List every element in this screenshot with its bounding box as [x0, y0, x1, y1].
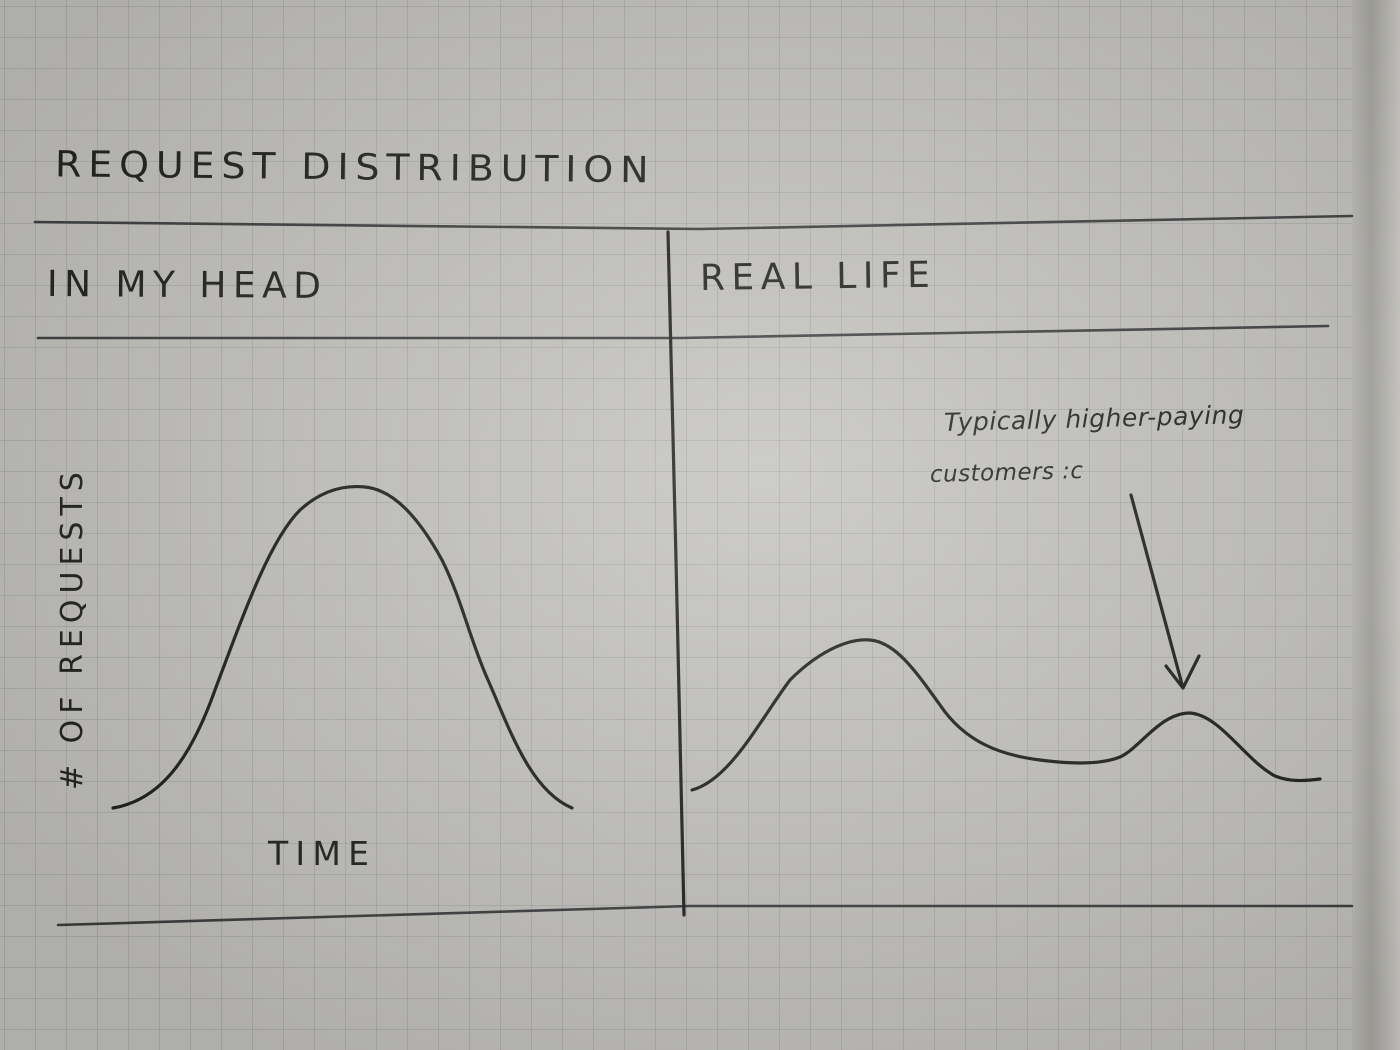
page-title: REQUEST DISTRIBUTION — [54, 143, 656, 191]
panel-divider — [666, 230, 686, 917]
annotation-arrow-icon — [1129, 493, 1201, 690]
real-curve — [690, 638, 1322, 792]
footer-rule — [56, 904, 1354, 927]
left-panel-heading: IN MY HEAD — [46, 264, 328, 307]
y-axis-label: # OF REQUESTS — [55, 466, 90, 790]
header-top-rule — [33, 214, 1354, 231]
right-panel-heading: REAL LIFE — [699, 254, 937, 299]
page-edge — [1352, 0, 1400, 1050]
ideal-curve — [111, 485, 574, 810]
x-axis-label: TIME — [268, 834, 377, 873]
header-bottom-rule — [36, 324, 1330, 340]
annotation-line-2: customers :c — [929, 457, 1084, 488]
